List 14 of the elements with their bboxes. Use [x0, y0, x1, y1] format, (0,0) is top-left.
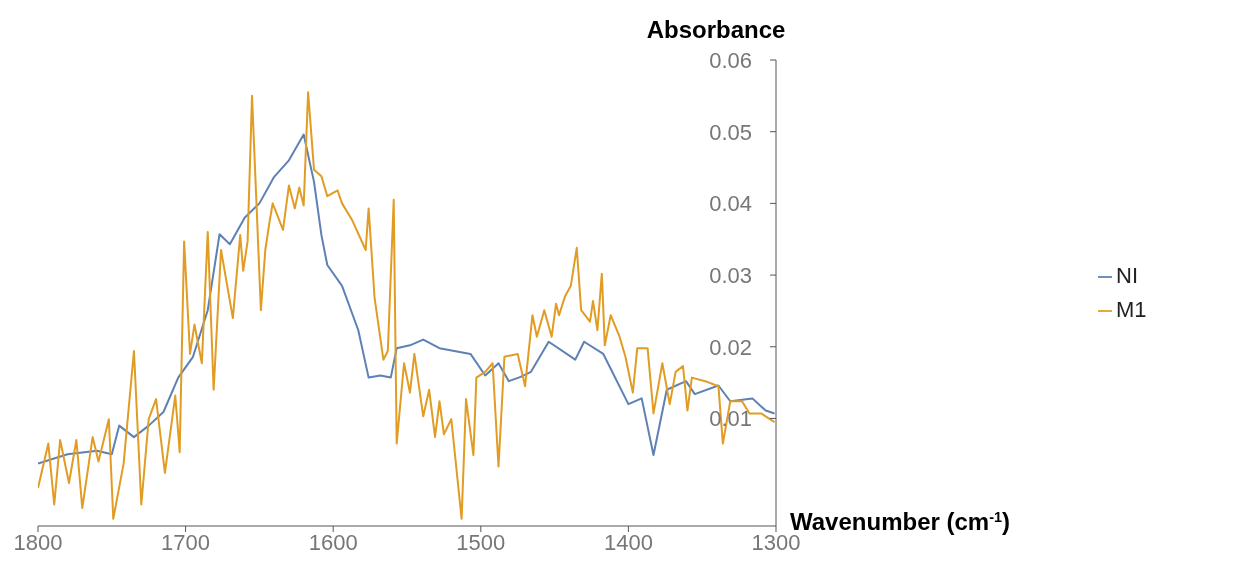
- x-tick-label: 1600: [308, 529, 358, 555]
- y-axis-title: Absorbance: [646, 16, 786, 43]
- y-tick-label: 0.04: [709, 191, 752, 217]
- legend-label: NI: [1116, 263, 1138, 288]
- y-tick-label: 0.03: [709, 262, 752, 288]
- line-series: [38, 91, 776, 520]
- x-tick-label: 1400: [603, 529, 653, 555]
- y-tick-label: 0.05: [709, 119, 752, 145]
- x-tick-label: 1800: [13, 529, 63, 555]
- y-tick-label: 0.02: [709, 334, 752, 360]
- y-tick-label: 0.06: [709, 47, 752, 73]
- x-tick-label: 1700: [161, 529, 211, 555]
- x-tick-label: 1500: [456, 529, 506, 555]
- legend-label: M1: [1116, 297, 1147, 322]
